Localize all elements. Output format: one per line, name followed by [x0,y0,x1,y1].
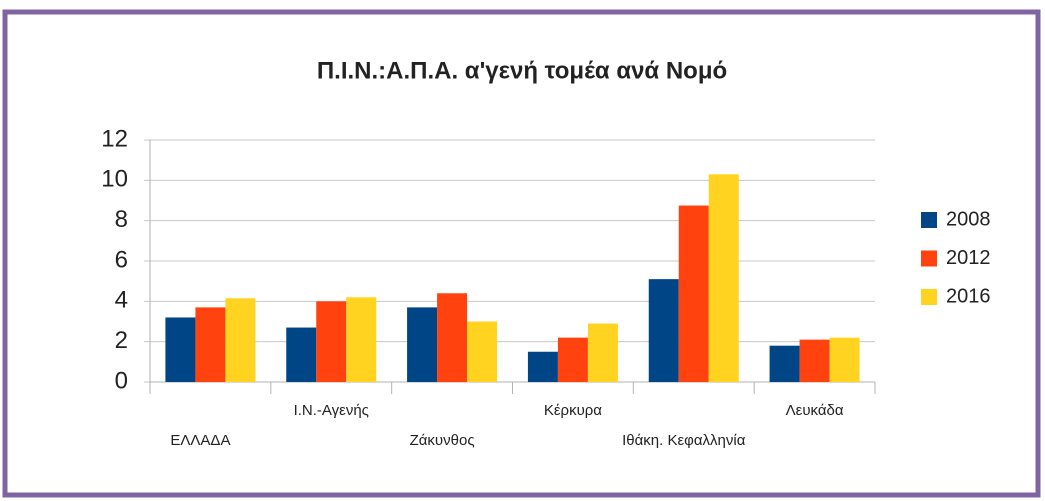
legend-swatch [921,289,937,305]
x-tick-label: ΕΛΛΑΔΑ [170,432,230,449]
y-tick-label: 6 [115,246,128,273]
bar [286,327,317,382]
x-tick-label: Κέρκυρα [544,402,602,419]
bar [195,307,226,382]
bar [557,337,588,382]
y-tick-label: 12 [101,125,128,152]
bar [527,351,558,382]
y-tick-label: 10 [101,166,128,193]
bar [407,307,438,382]
bar [769,345,800,382]
bar [678,205,709,382]
x-tick-label: Ι.Ν.-Αγενής [294,402,369,419]
bar [346,297,377,382]
x-tick-label: Ιθάκη. Κεφαλληνία [622,432,746,449]
y-tick-label: 8 [115,206,128,233]
bar [708,174,739,382]
x-tick-label: Λευκάδα [786,402,844,419]
y-tick-label: 2 [115,327,128,354]
bar [829,337,860,382]
bar [467,321,498,382]
bar [799,339,830,382]
y-tick-label: 4 [115,287,128,314]
bar [587,323,618,382]
bar [165,317,196,382]
bar [316,301,347,382]
legend-label: 2016 [946,285,991,307]
legend-swatch [921,212,937,228]
frame [2,9,1041,498]
y-tick-label: 0 [115,367,128,394]
chart-title: Π.Ι.Ν.:Α.Π.Α. α'γενή τομέα ανά Νομό [317,57,727,84]
x-tick-label: Ζάκυνθος [410,432,475,449]
bar [437,293,468,382]
legend-label: 2008 [946,208,991,230]
bar [225,298,256,382]
legend-label: 2012 [946,247,991,269]
bar [648,279,679,382]
legend-swatch [921,250,937,267]
